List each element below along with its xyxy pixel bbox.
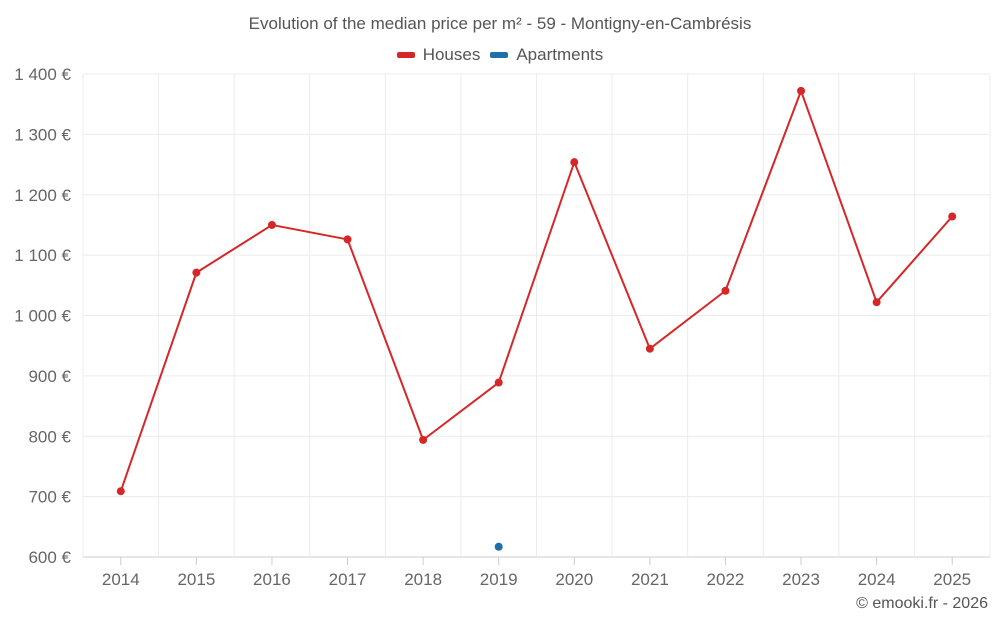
data-point-houses-2016 (267, 220, 276, 229)
data-point-houses-2018 (419, 435, 428, 444)
y-tick-label: 1 400 € (14, 65, 71, 84)
chart-legend: Houses Apartments (0, 45, 1000, 65)
data-point-houses-2024 (872, 298, 881, 307)
y-tick-label: 700 € (28, 488, 71, 507)
y-tick-label: 1 200 € (14, 186, 71, 205)
x-tick-label: 2021 (631, 570, 669, 589)
data-point-apartments-2019 (494, 542, 503, 551)
legend-label-houses: Houses (422, 45, 481, 64)
x-tick-label: 2014 (102, 570, 140, 589)
y-tick-label: 800 € (28, 427, 71, 446)
y-tick-label: 1 000 € (14, 307, 71, 326)
data-point-houses-2019 (494, 378, 503, 387)
series-line-houses (119, 89, 953, 492)
data-point-houses-2025 (948, 212, 957, 221)
legend-item-houses[interactable]: Houses (396, 45, 481, 65)
data-point-houses-2017 (343, 235, 352, 244)
x-tick-label: 2022 (707, 570, 745, 589)
data-point-houses-2014 (116, 487, 125, 496)
data-point-houses-2022 (721, 286, 730, 295)
y-tick-label: 900 € (28, 367, 71, 386)
data-point-houses-2023 (797, 86, 806, 95)
y-tick-label: 1 300 € (14, 125, 71, 144)
legend-swatch-apartments (490, 52, 509, 58)
y-tick-label: 1 100 € (14, 246, 71, 265)
chart-title: Evolution of the median price per m² - 5… (248, 14, 752, 33)
x-tick-label: 2025 (933, 570, 971, 589)
legend-item-apartments[interactable]: Apartments (490, 45, 603, 65)
x-tick-label: 2018 (404, 570, 442, 589)
legend-swatch-houses (396, 52, 415, 58)
y-tick-label: 600 € (28, 548, 71, 567)
data-point-houses-2015 (192, 268, 201, 277)
x-tick-label: 2024 (858, 570, 896, 589)
x-tick-label: 2015 (177, 570, 215, 589)
data-point-houses-2021 (645, 344, 654, 353)
data-point-houses-2020 (570, 158, 579, 167)
legend-label-apartments: Apartments (516, 45, 604, 64)
x-tick-label: 2023 (782, 570, 820, 589)
copyright-credit: © emooki.fr - 2026 (856, 595, 988, 612)
x-tick-label: 2020 (555, 570, 593, 589)
x-tick-label: 2017 (329, 570, 367, 589)
x-tick-label: 2019 (480, 570, 518, 589)
x-tick-label: 2016 (253, 570, 291, 589)
